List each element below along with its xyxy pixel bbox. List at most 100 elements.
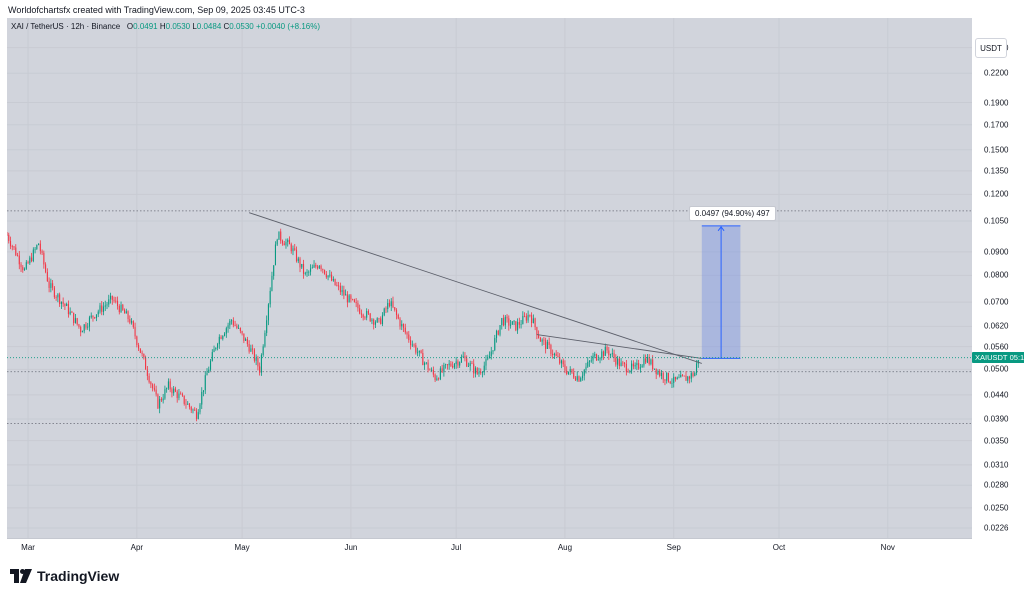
candle-body	[478, 372, 480, 374]
price-chart[interactable]	[7, 18, 972, 538]
candle-body	[283, 243, 285, 246]
candle-body	[36, 245, 38, 249]
candle-body	[97, 311, 99, 315]
candle-body	[371, 319, 373, 322]
candle-body	[76, 318, 78, 325]
candle-body	[578, 376, 580, 382]
candle-body	[650, 359, 652, 365]
candle-body	[271, 275, 273, 291]
candle-body	[38, 243, 40, 246]
candle-body	[227, 325, 229, 329]
candle-body	[169, 381, 171, 390]
candle-body	[22, 267, 24, 271]
candle-body	[73, 312, 75, 323]
price-tick-label: 0.0280	[984, 480, 1009, 490]
candle-body	[315, 264, 317, 267]
candle-body	[597, 359, 599, 361]
candle-body	[311, 267, 313, 269]
candle-body	[510, 324, 512, 326]
candle-body	[494, 338, 496, 351]
candle-body	[262, 346, 264, 355]
candle-body	[178, 393, 180, 399]
candle-body	[525, 316, 527, 321]
candle-body	[46, 271, 48, 282]
candle-body	[309, 268, 312, 272]
candle-body	[29, 257, 31, 264]
candle-body	[394, 307, 396, 310]
candle-body	[287, 239, 289, 243]
candle-body	[259, 366, 261, 373]
candle-body	[695, 363, 698, 374]
candle-body	[148, 375, 150, 383]
candle-body	[617, 358, 619, 365]
candle-body	[388, 302, 391, 307]
candle-body	[573, 372, 575, 378]
candle-body	[81, 331, 83, 333]
candle-body	[660, 373, 662, 376]
price-tick-label: 0.1500	[984, 145, 1009, 155]
currency-button[interactable]: USDT	[975, 38, 1007, 58]
plot-area[interactable]: XAI / TetherUS · 12h · Binance O0.0491 H…	[7, 18, 972, 538]
candle-body	[346, 294, 348, 303]
candle-body	[327, 275, 329, 278]
candle-body	[39, 243, 41, 252]
candle-body	[52, 283, 54, 288]
price-tick-label: 0.0440	[984, 390, 1009, 400]
candle-body	[41, 251, 43, 253]
candle-body	[250, 348, 252, 352]
candle-body	[550, 344, 552, 354]
candle-body	[11, 246, 13, 248]
candle-body	[324, 269, 326, 274]
candle-body	[245, 339, 247, 341]
candle-body	[531, 315, 533, 324]
candle-body	[455, 361, 457, 364]
measure-arrowhead	[717, 226, 725, 232]
candle-body	[585, 366, 587, 370]
candle-body	[294, 248, 296, 250]
candle-body	[488, 356, 491, 359]
candle-body	[132, 321, 134, 328]
candle-body	[445, 364, 447, 366]
candle-body	[569, 369, 571, 372]
candle-body	[50, 283, 52, 288]
candle-body	[9, 240, 12, 247]
price-tick-label: 0.1200	[984, 189, 1009, 199]
candle-body	[167, 381, 169, 389]
candle-body	[301, 263, 303, 268]
candle-body	[655, 368, 657, 375]
candle-body	[381, 315, 384, 324]
time-tick-label: Jun	[344, 543, 358, 552]
candle-body	[536, 327, 538, 336]
candle-body	[422, 352, 424, 366]
open-label: O	[126, 22, 134, 31]
candle-body	[353, 299, 355, 303]
tradingview-logo[interactable]: TradingView	[10, 568, 119, 584]
candle-body	[332, 278, 334, 281]
price-axis[interactable]: 0.25000.22000.19000.17000.15000.13500.12…	[972, 18, 1017, 538]
candle-body	[62, 301, 64, 304]
candle-body	[59, 294, 61, 304]
candle-body	[539, 337, 541, 342]
low-label: L	[192, 22, 197, 31]
candle-body	[7, 234, 8, 236]
candle-body	[604, 346, 606, 356]
candle-body	[350, 295, 352, 300]
candle-body	[83, 324, 85, 332]
price-tick-label: 0.0700	[984, 297, 1009, 307]
candle-body	[559, 357, 561, 364]
candle-body	[606, 346, 608, 351]
candle-body	[102, 306, 105, 312]
candle-body	[613, 353, 615, 359]
price-tick-label: 0.1350	[984, 166, 1009, 176]
price-tick-label: 0.0310	[984, 460, 1009, 470]
candle-body	[483, 365, 485, 373]
candle-body	[334, 278, 336, 286]
candle-body	[431, 369, 433, 371]
candle-body	[285, 242, 287, 246]
candle-body	[106, 304, 108, 306]
price-tag-countdown: 05:14:23	[1009, 353, 1024, 362]
candle-body	[67, 303, 69, 315]
candle-body	[185, 403, 187, 405]
time-axis[interactable]: Mar Apr May Jun Jul Aug Sep Oct Nov	[7, 538, 972, 557]
candle-body	[23, 268, 26, 271]
